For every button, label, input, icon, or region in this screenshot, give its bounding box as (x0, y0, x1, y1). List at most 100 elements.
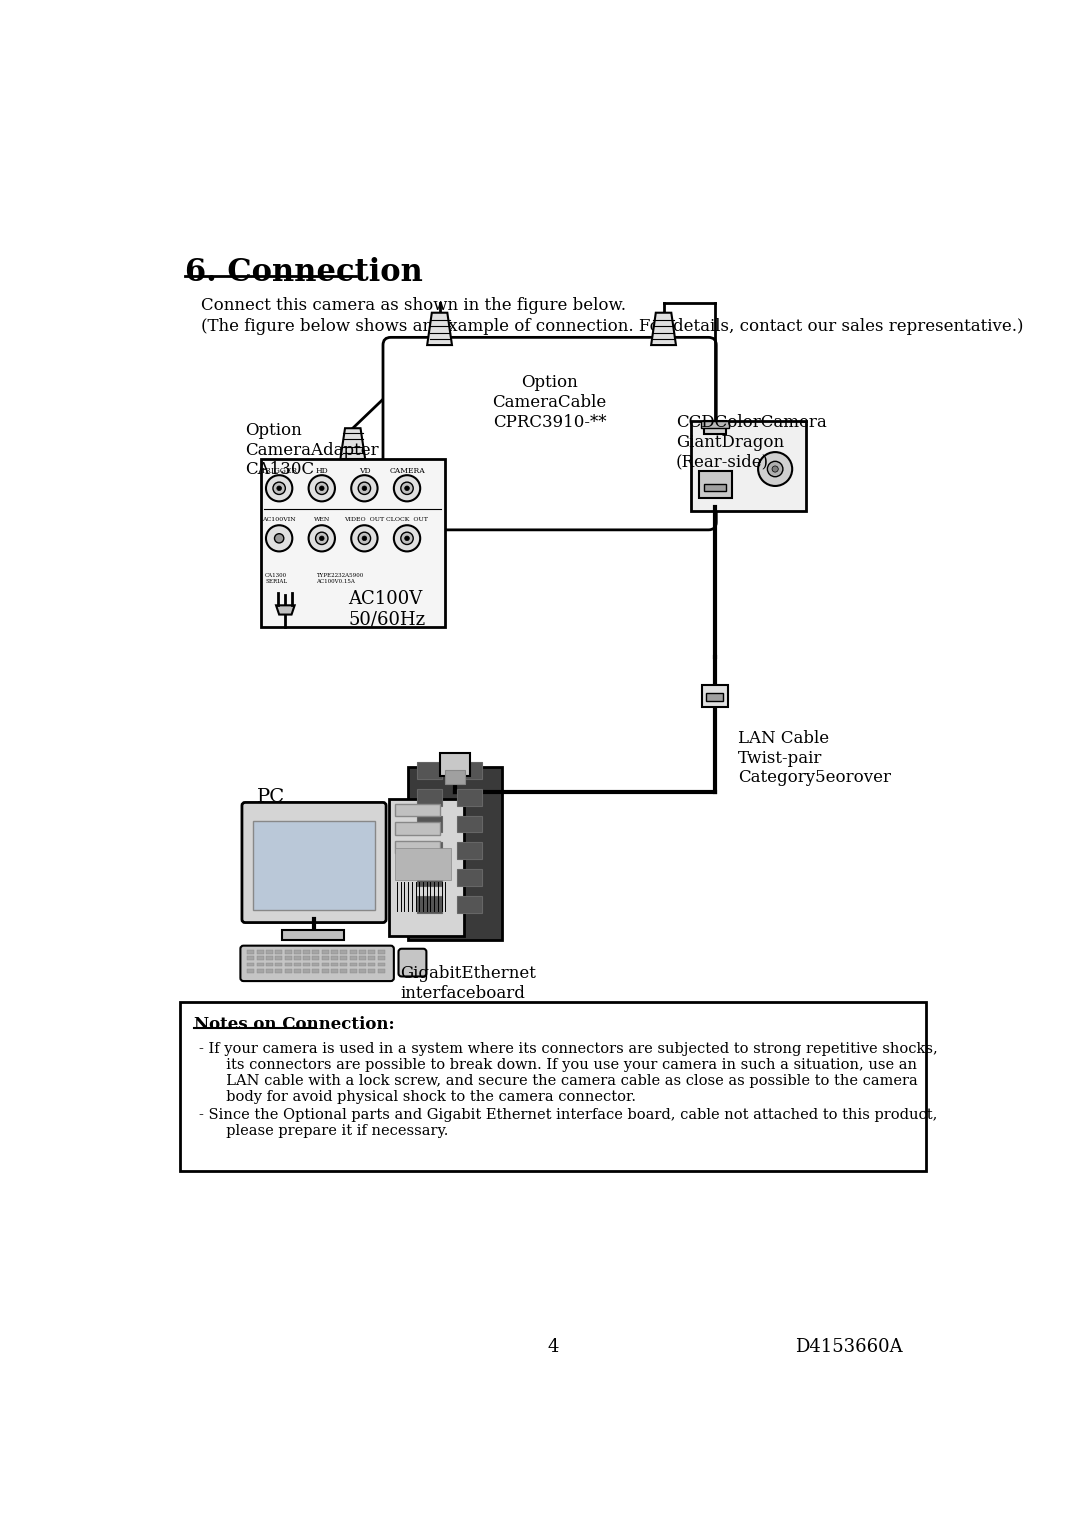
Text: Connect this camera as shown in the figure below.: Connect this camera as shown in the figu… (201, 298, 626, 315)
Bar (332, 969, 338, 973)
Bar (322, 963, 328, 966)
Text: HD: HD (315, 466, 328, 475)
Text: TYPE2232A5900
AC100V0.15A: TYPE2232A5900 AC100V0.15A (316, 573, 364, 584)
Bar (312, 963, 320, 966)
Bar (359, 963, 366, 966)
Circle shape (772, 466, 779, 472)
Text: - Since the Optional parts and Gigabit Ethernet interface board, cable not attac: - Since the Optional parts and Gigabit E… (200, 1108, 937, 1122)
FancyBboxPatch shape (241, 946, 394, 981)
Bar (332, 963, 338, 966)
Circle shape (274, 533, 284, 542)
Text: PC: PC (257, 788, 285, 805)
Bar (257, 950, 264, 953)
Text: D4153660A: D4153660A (795, 1339, 902, 1357)
Circle shape (758, 452, 793, 486)
Bar (368, 969, 375, 973)
Text: AC100V
50/60Hz: AC100V 50/60Hz (348, 590, 426, 628)
Circle shape (359, 532, 370, 544)
Bar (340, 950, 348, 953)
Bar (282, 931, 345, 940)
Bar (247, 969, 255, 973)
Bar (458, 842, 482, 859)
Bar (247, 957, 255, 960)
Bar (458, 897, 482, 914)
Circle shape (320, 536, 324, 541)
Circle shape (405, 486, 409, 490)
Text: VIDEO  OUT: VIDEO OUT (345, 516, 384, 521)
Bar (368, 963, 375, 966)
Bar (395, 848, 451, 880)
Bar (699, 471, 732, 498)
Bar (350, 957, 356, 960)
Bar (458, 869, 482, 886)
Bar (247, 963, 255, 966)
Bar (378, 963, 384, 966)
Bar (378, 957, 384, 960)
Bar (257, 969, 264, 973)
Bar (294, 969, 301, 973)
Circle shape (394, 526, 420, 552)
Text: CCDColorCamera
GiantDragon
(Rear-side): CCDColorCamera GiantDragon (Rear-side) (676, 414, 826, 471)
Text: GigabitEthernet
interfaceboard: GigabitEthernet interfaceboard (400, 964, 536, 1001)
Bar (417, 788, 442, 805)
Text: LAN Cable
Twist-pair
Category5eorover: LAN Cable Twist-pair Category5eorover (738, 730, 891, 787)
Bar (417, 897, 442, 914)
Bar (704, 484, 726, 492)
Text: please prepare it if necessary.: please prepare it if necessary. (217, 1125, 448, 1138)
Bar (417, 869, 442, 886)
Text: LAN cable with a lock screw, and secure the camera cable as close as possible to: LAN cable with a lock screw, and secure … (217, 1074, 918, 1088)
Text: WEN: WEN (313, 516, 329, 521)
Text: CAMERA: CAMERA (389, 466, 424, 475)
Bar (303, 963, 310, 966)
Bar (340, 963, 348, 966)
Bar (322, 969, 328, 973)
Bar (395, 822, 441, 834)
Bar (378, 950, 384, 953)
Bar (260, 458, 445, 626)
Text: Option
CameraAdapter
CA130C: Option CameraAdapter CA130C (245, 422, 379, 478)
Text: Option
CameraCable
CPRC3910-**: Option CameraCable CPRC3910-** (492, 374, 607, 431)
Bar (275, 950, 282, 953)
Bar (417, 816, 442, 833)
Polygon shape (428, 313, 451, 345)
Bar (350, 950, 356, 953)
Bar (340, 957, 348, 960)
Text: VD: VD (359, 466, 370, 475)
Bar (275, 957, 282, 960)
Circle shape (394, 475, 420, 501)
Bar (303, 957, 310, 960)
Bar (408, 767, 502, 940)
Bar (312, 969, 320, 973)
Bar (378, 969, 384, 973)
Bar (368, 950, 375, 953)
Circle shape (351, 475, 378, 501)
Bar (701, 420, 729, 428)
Bar (340, 969, 348, 973)
Bar (284, 963, 292, 966)
Bar (704, 420, 726, 434)
Bar (441, 753, 470, 776)
Bar (395, 804, 441, 816)
Bar (266, 957, 273, 960)
Bar (359, 957, 366, 960)
Bar (284, 950, 292, 953)
Bar (294, 957, 301, 960)
Bar (303, 950, 310, 953)
FancyBboxPatch shape (399, 949, 427, 976)
Bar (312, 950, 320, 953)
Polygon shape (651, 313, 676, 345)
Circle shape (768, 461, 783, 477)
Bar (417, 842, 442, 859)
Circle shape (401, 532, 414, 544)
Bar (322, 957, 328, 960)
Text: TRIGGER: TRIGGER (260, 466, 298, 475)
Circle shape (309, 475, 335, 501)
Circle shape (362, 536, 367, 541)
Bar (359, 950, 366, 953)
Bar (458, 761, 482, 779)
Bar (458, 788, 482, 805)
Text: 4: 4 (548, 1339, 559, 1357)
Bar (350, 969, 356, 973)
Bar (303, 969, 310, 973)
Bar (702, 686, 728, 707)
